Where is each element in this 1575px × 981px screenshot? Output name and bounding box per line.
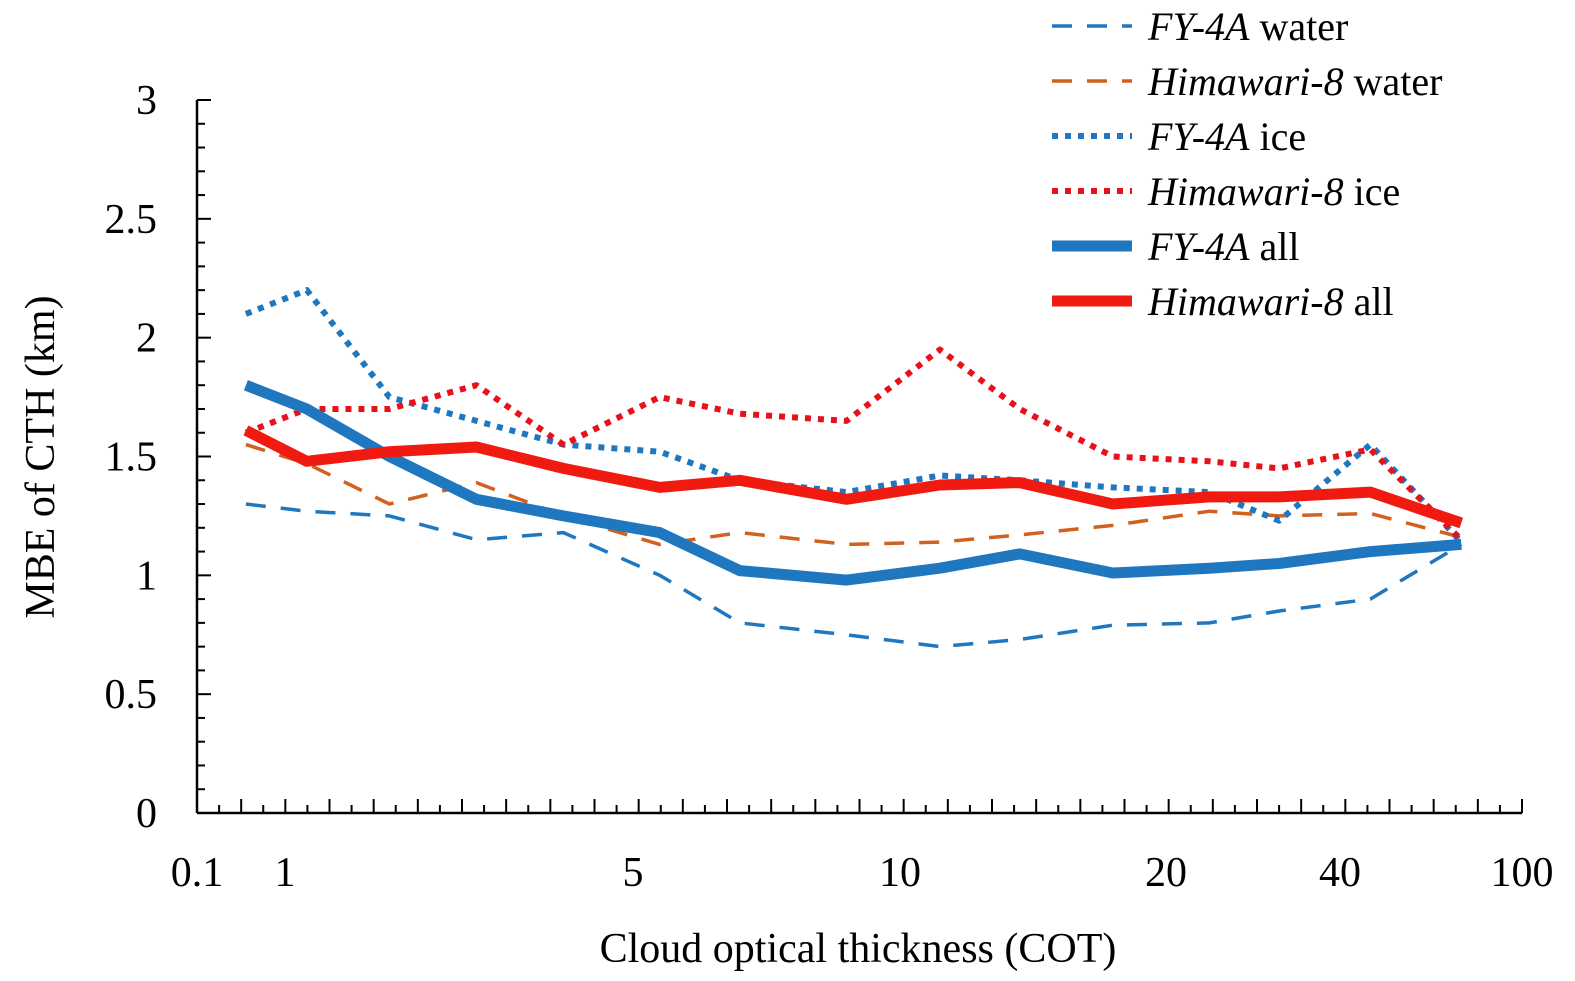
legend-label-phase: water bbox=[1344, 59, 1443, 104]
x-tick-label: 5 bbox=[623, 850, 644, 896]
legend-label-satellite: Himawari-8 bbox=[1147, 59, 1344, 104]
legend-label-phase: ice bbox=[1344, 169, 1401, 214]
y-tick-label: 2 bbox=[136, 316, 157, 362]
series-line-4 bbox=[244, 346, 1464, 542]
y-tick-label: 2.5 bbox=[105, 197, 158, 243]
legend-label-satellite: FY-4A bbox=[1147, 224, 1250, 269]
series-line-5 bbox=[243, 380, 1462, 586]
legend-label: FY-4A water bbox=[1147, 4, 1348, 49]
y-tick-label: 0 bbox=[136, 791, 157, 837]
x-tick-label: 20 bbox=[1145, 850, 1187, 896]
legend-label-satellite: Himawari-8 bbox=[1147, 279, 1344, 324]
legend-label-phase: water bbox=[1249, 4, 1348, 49]
x-tick-label: 100 bbox=[1491, 850, 1554, 896]
series-line-6 bbox=[243, 425, 1464, 529]
legend-label-phase: all bbox=[1249, 224, 1299, 269]
x-tick-label: 40 bbox=[1319, 850, 1361, 896]
x-tick-label: 1 bbox=[275, 850, 296, 896]
y-axis-title: MBE of CTH (km) bbox=[18, 295, 64, 618]
series-line-3 bbox=[244, 287, 1464, 545]
x-tick-label: 0.1 bbox=[171, 850, 224, 896]
legend-label-phase: ice bbox=[1249, 114, 1306, 159]
legend-label: FY-4A ice bbox=[1147, 114, 1306, 159]
legend-label-satellite: FY-4A bbox=[1147, 4, 1250, 49]
legend-label-phase: all bbox=[1344, 279, 1394, 324]
series-layer bbox=[243, 287, 1464, 649]
y-tick-label: 0.5 bbox=[105, 672, 158, 718]
legend-label: Himawari-8 all bbox=[1147, 279, 1394, 324]
y-tick-label: 3 bbox=[136, 78, 157, 124]
legend-label-satellite: FY-4A bbox=[1147, 114, 1250, 159]
legend-label: Himawari-8 ice bbox=[1147, 169, 1400, 214]
y-tick-label: 1 bbox=[136, 553, 157, 599]
legend-label-satellite: Himawari-8 bbox=[1147, 169, 1344, 214]
legend-label: Himawari-8 water bbox=[1147, 59, 1442, 104]
axes: 0 0.5 1 1.5 2 2.5 3 0.1 1 5 10 20 40 100 bbox=[105, 78, 1554, 896]
y-tick-label: 1.5 bbox=[105, 435, 158, 481]
series-line-2 bbox=[245, 442, 1462, 547]
x-axis-title: Cloud optical thickness (COT) bbox=[600, 926, 1117, 972]
x-tick-label: 10 bbox=[879, 850, 921, 896]
legend-label: FY-4A all bbox=[1147, 224, 1299, 269]
